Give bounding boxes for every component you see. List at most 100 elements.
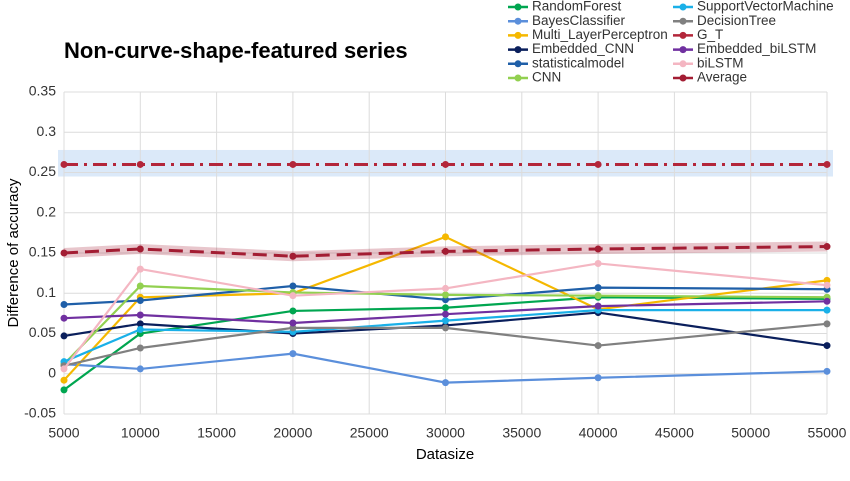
- data-point: [136, 365, 144, 373]
- data-point: [289, 292, 297, 300]
- data-point: [136, 160, 144, 168]
- data-point: [136, 265, 144, 273]
- data-point: [289, 282, 297, 290]
- x-tick-label: 5000: [48, 425, 79, 441]
- legend-marker: [679, 17, 687, 25]
- data-point: [136, 311, 144, 319]
- data-point: [823, 342, 831, 350]
- data-point: [594, 284, 602, 292]
- data-point: [136, 282, 144, 290]
- x-tick-label: 25000: [350, 425, 389, 441]
- legend-marker: [514, 17, 522, 25]
- data-point: [823, 276, 831, 284]
- series-line: [63, 322, 828, 367]
- data-point: [60, 314, 68, 322]
- data-point: [594, 302, 602, 310]
- x-axis-label: Datasize: [416, 446, 474, 463]
- data-point: [442, 310, 449, 318]
- data-point: [442, 284, 449, 292]
- data-point: [60, 386, 68, 394]
- legend-label: SupportVectorMachine: [697, 0, 834, 14]
- data-point: [60, 365, 68, 373]
- data-point: [594, 292, 602, 300]
- data-point: [442, 291, 449, 299]
- legend-label: statisticalmodel: [532, 55, 624, 70]
- y-tick-label: 0.15: [29, 244, 56, 260]
- y-tick-label: 0.1: [37, 284, 57, 300]
- data-point: [289, 160, 297, 168]
- y-tick-label: -0.05: [24, 405, 56, 421]
- chart-title: Non-curve-shape-featured series: [64, 38, 408, 63]
- series-line: [63, 296, 828, 391]
- series-line: [63, 284, 828, 365]
- data-point: [289, 319, 297, 327]
- series-line: [63, 311, 828, 347]
- x-tick-label: 55000: [808, 425, 847, 441]
- data-point: [442, 233, 449, 241]
- series-line: [63, 245, 828, 258]
- y-tick-label: 0.3: [37, 123, 57, 139]
- data-point: [823, 297, 831, 305]
- data-point: [442, 160, 449, 168]
- data-point: [289, 252, 297, 260]
- x-tick-label: 50000: [731, 425, 770, 441]
- data-point: [442, 304, 449, 312]
- legend-marker: [679, 31, 687, 39]
- data-point: [442, 379, 449, 387]
- data-point: [594, 374, 602, 382]
- data-point: [60, 332, 68, 340]
- data-point: [289, 350, 297, 358]
- x-tick-label: 20000: [273, 425, 312, 441]
- legend-marker: [679, 3, 687, 11]
- data-point: [60, 249, 68, 257]
- legend-label: RandomForest: [532, 0, 622, 14]
- data-point: [60, 301, 68, 309]
- data-point: [442, 296, 449, 304]
- data-point: [823, 160, 831, 168]
- data-point: [289, 324, 297, 332]
- legend-marker: [679, 60, 687, 68]
- series-line: [63, 300, 828, 325]
- data-point: [823, 243, 831, 251]
- data-point: [289, 307, 297, 315]
- y-tick-label: 0.05: [29, 324, 56, 340]
- data-point: [442, 317, 449, 325]
- legend-label: biLSTM: [697, 55, 744, 70]
- x-tick-label: 30000: [426, 425, 465, 441]
- data-point: [594, 259, 602, 267]
- data-point: [136, 296, 144, 304]
- legend-label: DecisionTree: [697, 13, 776, 28]
- legend-marker: [514, 31, 522, 39]
- data-point: [60, 160, 68, 168]
- legend-marker: [679, 46, 687, 54]
- series-line: [63, 262, 828, 370]
- legend-label: Average: [697, 70, 747, 85]
- data-point: [823, 367, 831, 375]
- data-point: [136, 245, 144, 253]
- data-point: [136, 320, 144, 328]
- data-point: [823, 281, 831, 289]
- x-tick-label: 45000: [655, 425, 694, 441]
- data-point: [442, 247, 449, 255]
- legend-marker: [679, 74, 687, 82]
- data-point: [136, 344, 144, 352]
- data-point: [442, 324, 449, 332]
- legend-label: G_T: [697, 27, 723, 42]
- y-tick-label: 0.25: [29, 163, 56, 179]
- legend-marker: [514, 74, 522, 82]
- x-tick-label: 35000: [502, 425, 541, 441]
- legend-label: BayesClassifier: [532, 13, 626, 28]
- data-point: [823, 320, 831, 328]
- data-point: [594, 342, 602, 350]
- data-point: [594, 160, 602, 168]
- data-point: [594, 245, 602, 253]
- y-tick-label: 0: [48, 364, 56, 380]
- legend-label: Embedded_biLSTM: [697, 41, 816, 56]
- legend-marker: [514, 60, 522, 68]
- y-tick-label: 0.2: [37, 203, 57, 219]
- x-tick-label: 10000: [121, 425, 160, 441]
- legend-label: Embedded_CNN: [532, 41, 634, 56]
- y-tick-label: 0.35: [29, 83, 56, 99]
- data-point: [823, 306, 831, 314]
